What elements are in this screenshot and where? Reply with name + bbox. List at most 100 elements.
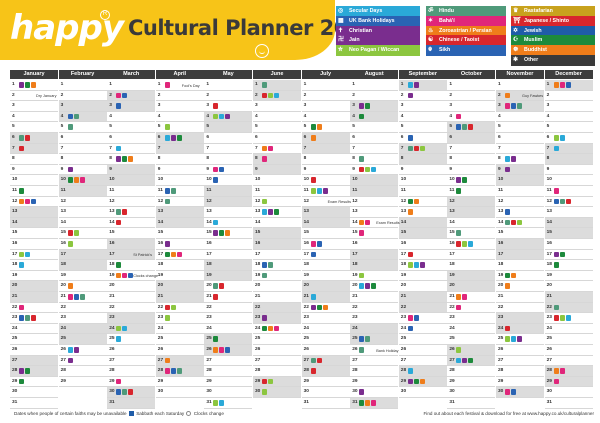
- day-number: 8: [60, 156, 64, 162]
- festival-marker-icon: [213, 103, 219, 109]
- day-number: 6: [255, 135, 258, 140]
- day-row: 11: [204, 186, 253, 197]
- day-number: 24: [303, 325, 309, 331]
- day-number: 21: [12, 294, 18, 299]
- festival-marker-icon: [225, 230, 231, 236]
- day-number: 6: [498, 135, 501, 140]
- day-number: 3: [352, 103, 355, 109]
- day-row: 4: [350, 111, 399, 123]
- day-row: 26: [58, 345, 107, 356]
- festival-marker-icon: [67, 347, 73, 353]
- festival-marker-icon: [559, 135, 565, 141]
- day-row: 24: [350, 323, 399, 335]
- day-number: 24: [352, 325, 358, 331]
- festival-marker-icon: [505, 272, 510, 279]
- day-row: 3: [544, 101, 593, 112]
- legend-item-jain: 卍 Jain: [336, 35, 420, 46]
- day-row: 29: [447, 377, 496, 388]
- day-row: 29: [10, 377, 58, 388]
- festival-marker-icon: [274, 92, 279, 99]
- festival-marker-icon: [365, 283, 371, 289]
- festival-marker-icon: [116, 145, 122, 152]
- day-number: 5: [400, 124, 404, 130]
- legend-label: Japanese / Shinto: [524, 17, 570, 24]
- day-number: 7: [400, 145, 404, 151]
- day-number: 17: [498, 251, 504, 257]
- day-number: 8: [12, 156, 15, 162]
- day-row: 26: [301, 345, 350, 356]
- festival-marker-icon: [511, 272, 516, 279]
- day-row: 3: [58, 101, 107, 112]
- festival-marker-icon: [67, 124, 73, 130]
- day-row: 22: [204, 303, 253, 314]
- festival-marker-icon: [170, 304, 176, 311]
- day-number: 16: [60, 241, 66, 246]
- lion-icon: ♛: [513, 8, 519, 14]
- day-number: 22: [449, 304, 455, 310]
- day-number: 15: [206, 230, 212, 236]
- day-row: 26: [155, 345, 204, 356]
- festival-marker-icon: [371, 166, 377, 173]
- day-number: 13: [449, 209, 455, 215]
- day-row: 13: [10, 207, 58, 218]
- day-row: 29: [107, 377, 156, 388]
- day-row: 31: [204, 398, 253, 409]
- festival-marker-icon: [262, 209, 267, 215]
- festival-marker-icon: [407, 325, 413, 332]
- day-number: 3: [12, 103, 15, 109]
- day-row: 7: [58, 144, 107, 155]
- day-number: 11: [206, 188, 212, 193]
- day-row: 19: [544, 271, 593, 282]
- festival-marker-icon: [316, 124, 322, 130]
- day-number: 30: [12, 389, 18, 395]
- day-row: 4: [301, 112, 350, 123]
- day-number: 5: [60, 124, 64, 130]
- day-number: 23: [546, 315, 552, 321]
- day-row: 10: [398, 175, 447, 186]
- day-number: 8: [255, 156, 258, 162]
- festival-marker-icon: [67, 230, 73, 236]
- day-number: 15: [546, 230, 552, 236]
- month-header-december: December: [544, 70, 593, 79]
- festival-marker-icon: [262, 145, 267, 152]
- festival-marker-icon: [262, 325, 267, 332]
- festival-marker-icon: [116, 156, 122, 162]
- day-row: 22: [496, 303, 544, 314]
- festival-marker-icon: [116, 219, 122, 226]
- day-row: 30: [204, 387, 253, 398]
- day-number: 29: [303, 378, 309, 384]
- day-row: 10: [544, 175, 593, 186]
- day-row: 16: [204, 239, 253, 250]
- day-row: 19: [496, 271, 544, 282]
- day-number: 3: [109, 103, 112, 109]
- day-row: 6: [447, 133, 496, 144]
- day-number: 10: [449, 177, 455, 183]
- day-number: 18: [303, 262, 309, 268]
- day-number: 14: [255, 219, 261, 225]
- festival-marker-icon: [505, 103, 510, 109]
- day-number: 24: [109, 325, 115, 331]
- day-number: 9: [449, 166, 453, 172]
- day-number: 21: [400, 294, 407, 299]
- day-row: 2: [350, 91, 399, 102]
- day-number: 23: [255, 315, 261, 321]
- day-row: 18: [10, 260, 58, 271]
- day-row: 12: [10, 197, 58, 208]
- day-number: 22: [498, 304, 504, 310]
- day-number: 21: [206, 294, 212, 299]
- day-row: 5: [350, 122, 399, 133]
- festival-marker-icon: [505, 325, 510, 332]
- day-number: 13: [60, 209, 66, 215]
- day-number: 19: [303, 272, 309, 278]
- day-row: 29: [155, 377, 204, 388]
- day-number: 14: [352, 219, 358, 225]
- festival-marker-icon: [456, 347, 462, 353]
- festival-marker-icon: [73, 294, 79, 300]
- day-row: 5: [58, 122, 107, 133]
- day-row: 12: [204, 196, 253, 208]
- day-number: 2: [498, 92, 501, 98]
- festival-marker-icon: [25, 315, 30, 321]
- day-row: 13: [447, 207, 496, 218]
- day-row: 7: [10, 143, 58, 155]
- day-row: 30: [447, 387, 496, 398]
